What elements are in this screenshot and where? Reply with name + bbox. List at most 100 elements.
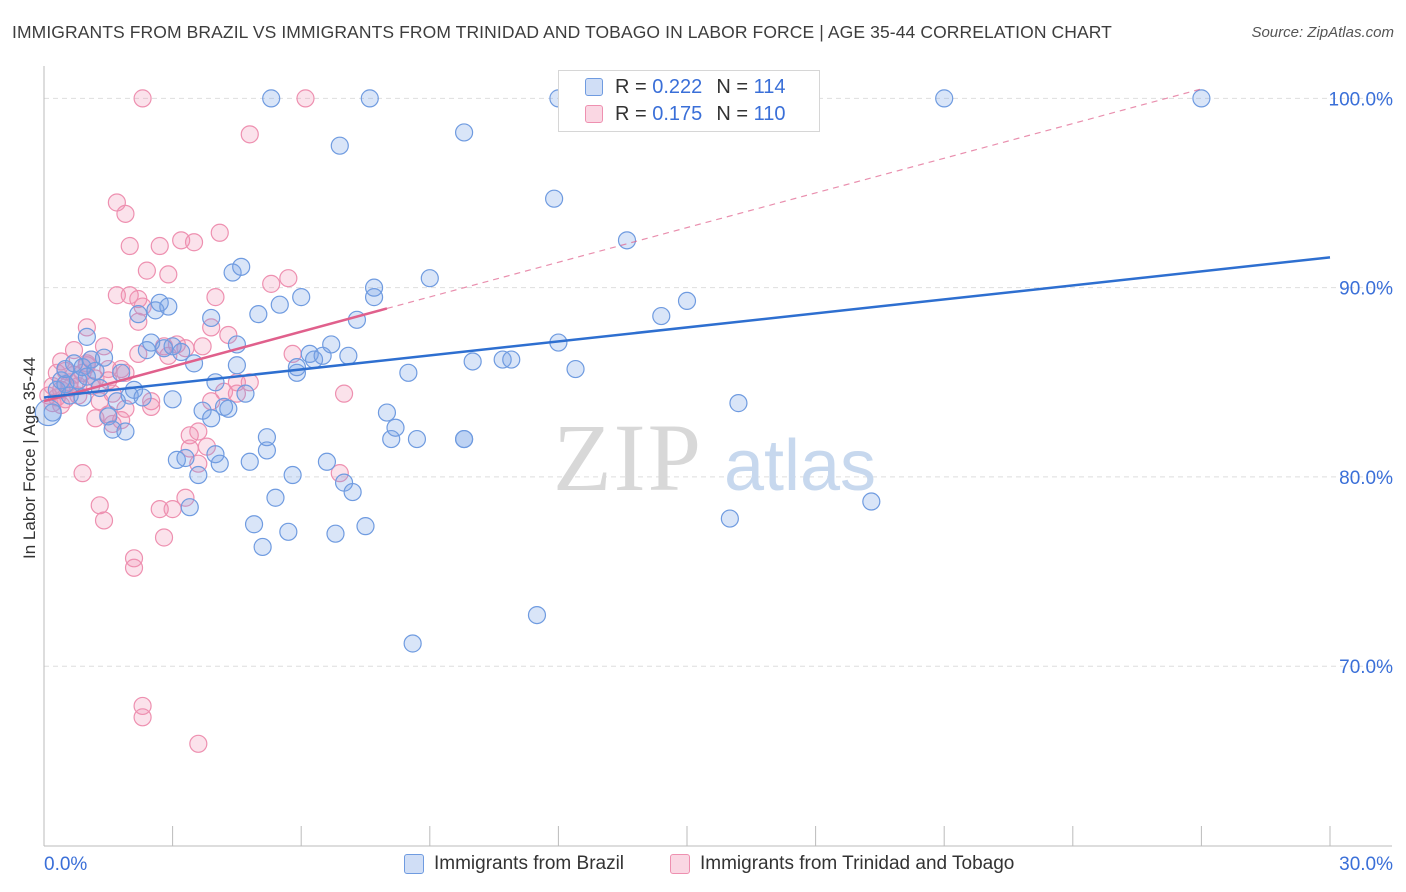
point-brazil [94,348,114,367]
trend-line-brazil [43,256,1331,399]
point-brazil [257,428,277,447]
point-trinidad-tobago [124,558,144,577]
point-trinidad-tobago [279,269,298,288]
point-brazil [502,350,521,369]
point-brazil [1192,89,1211,108]
point-trinidad-tobago [296,89,315,108]
point-brazil [935,89,954,108]
point-brazil [677,291,697,311]
point-brazil [34,398,62,427]
point-trinidad-tobago [120,236,139,256]
point-brazil [206,373,225,392]
point-brazil [227,356,246,375]
legend-swatch-brazil [585,78,603,96]
point-trinidad-tobago [120,286,139,305]
point-brazil [566,359,585,379]
point-brazil [180,498,199,517]
point-brazil [356,517,375,536]
y-tick-label: 100.0% [1329,89,1394,110]
legend-label-trinidad-tobago: Immigrants from Trinidad and Tobago [700,853,1015,874]
point-brazil [454,123,474,142]
point-brazil [343,482,362,502]
correlation-legend: R = 0.222 N = 114 R = 0.175 N = 110 [558,70,820,132]
point-brazil [420,269,439,288]
point-trinidad-tobago [129,312,148,331]
point-brazil [172,342,191,362]
point-brazil [270,295,289,314]
legend-r-label: R = [615,102,647,125]
point-brazil [206,445,225,464]
point-brazil [159,297,178,316]
point-trinidad-tobago [107,286,126,305]
point-trinidad-tobago [137,261,156,280]
point-brazil [407,429,427,449]
x-tick-label-left: 0.0% [44,854,87,875]
legend-n-value: 114 [753,75,786,98]
y-tick-label: 90.0% [1339,279,1393,300]
point-trinidad-tobago [64,341,84,360]
point-brazil [163,390,182,409]
legend-n-value: 110 [753,102,786,125]
point-trinidad-tobago [240,125,259,144]
point-trinidad-tobago [154,528,174,547]
point-trinidad-tobago [90,496,109,515]
point-brazil [249,305,268,324]
series-brazil [34,89,1211,653]
point-brazil [454,429,474,449]
point-brazil [322,335,341,354]
point-brazil [364,278,384,297]
point-trinidad-tobago [129,344,148,364]
point-brazil [862,492,881,511]
point-trinidad-tobago [176,488,195,507]
point-brazil [133,388,152,407]
point-trinidad-tobago [133,696,152,716]
legend-item-trinidad-tobago: Immigrants from Trinidad and Tobago [670,850,1014,878]
legend-r-label: R = [615,75,647,98]
watermark: ZIP atlas [553,404,876,511]
point-brazil [202,409,221,428]
point-brazil [219,399,238,418]
point-trinidad-tobago [202,318,221,337]
point-trinidad-tobago [124,549,144,568]
point-brazil [232,257,251,276]
legend-item-brazil: Immigrants from Brazil [404,850,624,878]
point-trinidad-tobago [180,426,199,445]
point-trinidad-tobago [189,734,208,753]
point-brazil [382,429,401,449]
point-brazil [240,452,259,471]
trend-lines [43,88,1331,403]
watermark-atlas: atlas [724,426,876,506]
y-tick-label: 80.0% [1339,468,1393,489]
y-axis-label: In Labor Force | Age 35-44 [20,357,39,559]
point-brazil [377,403,397,422]
point-brazil [202,308,221,328]
point-brazil [399,363,418,382]
point-brazil [287,358,307,377]
legend-row-trinidad-tobago: R = 0.175 N = 110 [585,102,785,126]
point-brazil [244,515,264,534]
watermark-zip: ZIP [553,404,703,511]
point-trinidad-tobago [189,422,208,441]
point-trinidad-tobago [206,288,225,307]
point-trinidad-tobago [150,236,169,256]
point-trinidad-tobago [184,233,204,252]
point-brazil [279,522,298,541]
point-trinidad-tobago [133,89,152,108]
point-trinidad-tobago [334,384,354,403]
point-trinidad-tobago [159,265,178,284]
chart-title: IMMIGRANTS FROM BRAZIL VS IMMIGRANTS FRO… [12,22,1112,42]
point-trinidad-tobago [330,464,349,483]
point-brazil [617,231,637,250]
point-brazil [64,354,84,373]
point-brazil [364,288,384,307]
point-trinidad-tobago [77,318,96,337]
legend-label-brazil: Immigrants from Brazil [434,853,625,874]
legend-r-value: 0.222 [652,75,703,98]
point-brazil [339,346,358,365]
point-brazil [257,441,277,460]
series-trinidad-tobago [39,89,354,753]
point-trinidad-tobago [142,392,161,411]
x-tick-label-right: 30.0% [1339,854,1393,875]
legend-r-value: 0.175 [652,102,703,125]
point-brazil [236,384,255,403]
